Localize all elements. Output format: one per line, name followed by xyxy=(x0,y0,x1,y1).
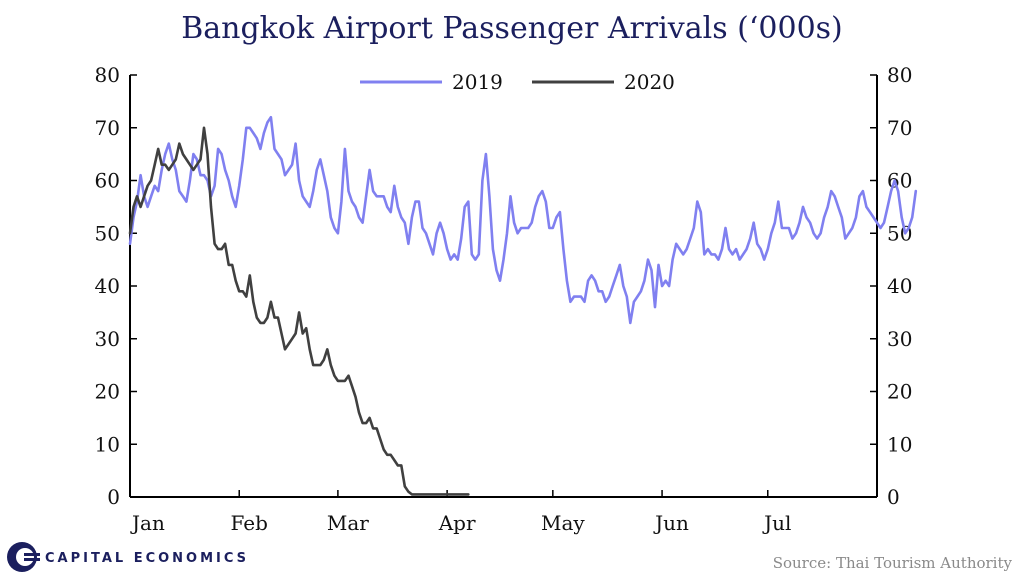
x-tick-label: Mar xyxy=(327,511,369,535)
x-axis: Jan Feb Mar Apr May Jun Jul xyxy=(129,490,878,535)
right-tick-label: 10 xyxy=(887,432,912,456)
right-tick-label: 70 xyxy=(887,116,912,140)
left-tick-label: 20 xyxy=(95,380,120,404)
logo-mark-inner-icon xyxy=(16,548,34,566)
series-line-2020 xyxy=(128,126,470,496)
legend-label-2020: 2020 xyxy=(624,70,675,94)
series-lines xyxy=(128,115,918,496)
x-tick-label: Jan xyxy=(130,511,165,535)
source-note: Source: Thai Tourism Authority xyxy=(773,554,1013,572)
x-tick-label: Apr xyxy=(438,511,476,535)
right-tick-label: 20 xyxy=(887,380,912,404)
left-tick-label: 0 xyxy=(107,485,120,509)
chart-title: Bangkok Airport Passenger Arrivals (‘000… xyxy=(181,11,843,46)
right-tick-label: 50 xyxy=(887,221,912,245)
axes xyxy=(129,75,878,498)
x-tick-label: May xyxy=(541,511,585,535)
right-tick-label: 40 xyxy=(887,274,912,298)
left-tick-label: 40 xyxy=(95,274,120,298)
left-tick-label: 30 xyxy=(95,327,120,351)
left-tick-label: 50 xyxy=(95,221,120,245)
legend: 2019 2020 xyxy=(360,70,675,94)
series-line-2019 xyxy=(128,115,918,325)
logo-mark-bar2-icon xyxy=(24,558,40,561)
legend-label-2019: 2019 xyxy=(452,70,503,94)
left-y-axis: 0 10 20 30 40 50 60 70 80 xyxy=(95,63,137,509)
right-tick-label: 0 xyxy=(887,485,900,509)
capital-economics-logo: CAPITAL ECONOMICS xyxy=(7,542,249,572)
left-tick-label: 70 xyxy=(95,116,120,140)
x-tick-label: Jun xyxy=(653,511,689,535)
x-tick-label: Jul xyxy=(762,511,791,535)
x-tick-label: Feb xyxy=(231,511,268,535)
left-tick-label: 10 xyxy=(95,432,120,456)
logo-mark-bar-icon xyxy=(24,553,40,556)
right-tick-label: 80 xyxy=(887,63,912,87)
logo-text: CAPITAL ECONOMICS xyxy=(45,551,249,566)
left-tick-label: 80 xyxy=(95,63,120,87)
left-tick-label: 60 xyxy=(95,169,120,193)
right-tick-label: 30 xyxy=(887,327,912,351)
